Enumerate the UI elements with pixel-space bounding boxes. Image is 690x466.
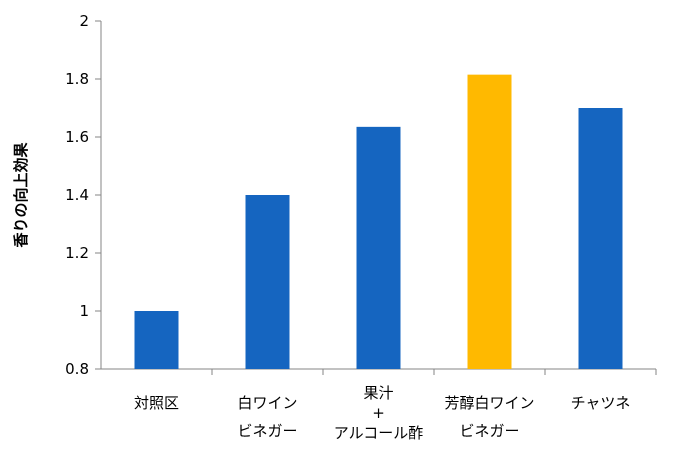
x-category-label: ビネガー: [237, 422, 297, 440]
x-category-label: 対照区: [134, 394, 179, 412]
x-category-label: アルコール酢: [334, 424, 424, 442]
y-tick-label: 2: [79, 12, 89, 30]
bar: [356, 126, 401, 369]
y-tick-label: 1.6: [65, 128, 89, 146]
x-category-label: ビネガー: [459, 422, 519, 440]
x-category-label: +: [372, 404, 385, 422]
y-tick-label: 0.8: [65, 360, 89, 378]
bar: [245, 195, 290, 369]
x-category-label: 芳醇白ワイン: [444, 394, 534, 412]
y-tick-labels: 0.8 1 1.2 1.4 1.6 1.8 2: [65, 12, 89, 378]
y-tick-label: 1.2: [65, 244, 89, 262]
x-category-label: 白ワイン: [237, 394, 297, 412]
axes: [95, 20, 657, 375]
y-tick-label: 1.8: [65, 70, 89, 88]
bar: [578, 108, 623, 369]
x-category-label: チャツネ: [571, 394, 631, 412]
y-tick-label: 1.4: [65, 186, 89, 204]
y-tick-label: 1: [79, 302, 89, 320]
bar: [467, 74, 512, 370]
y-axis-title: 香りの向上効果: [12, 142, 30, 248]
bar: [134, 311, 179, 369]
x-category-label: 果汁: [363, 384, 393, 402]
bars: [134, 74, 623, 370]
